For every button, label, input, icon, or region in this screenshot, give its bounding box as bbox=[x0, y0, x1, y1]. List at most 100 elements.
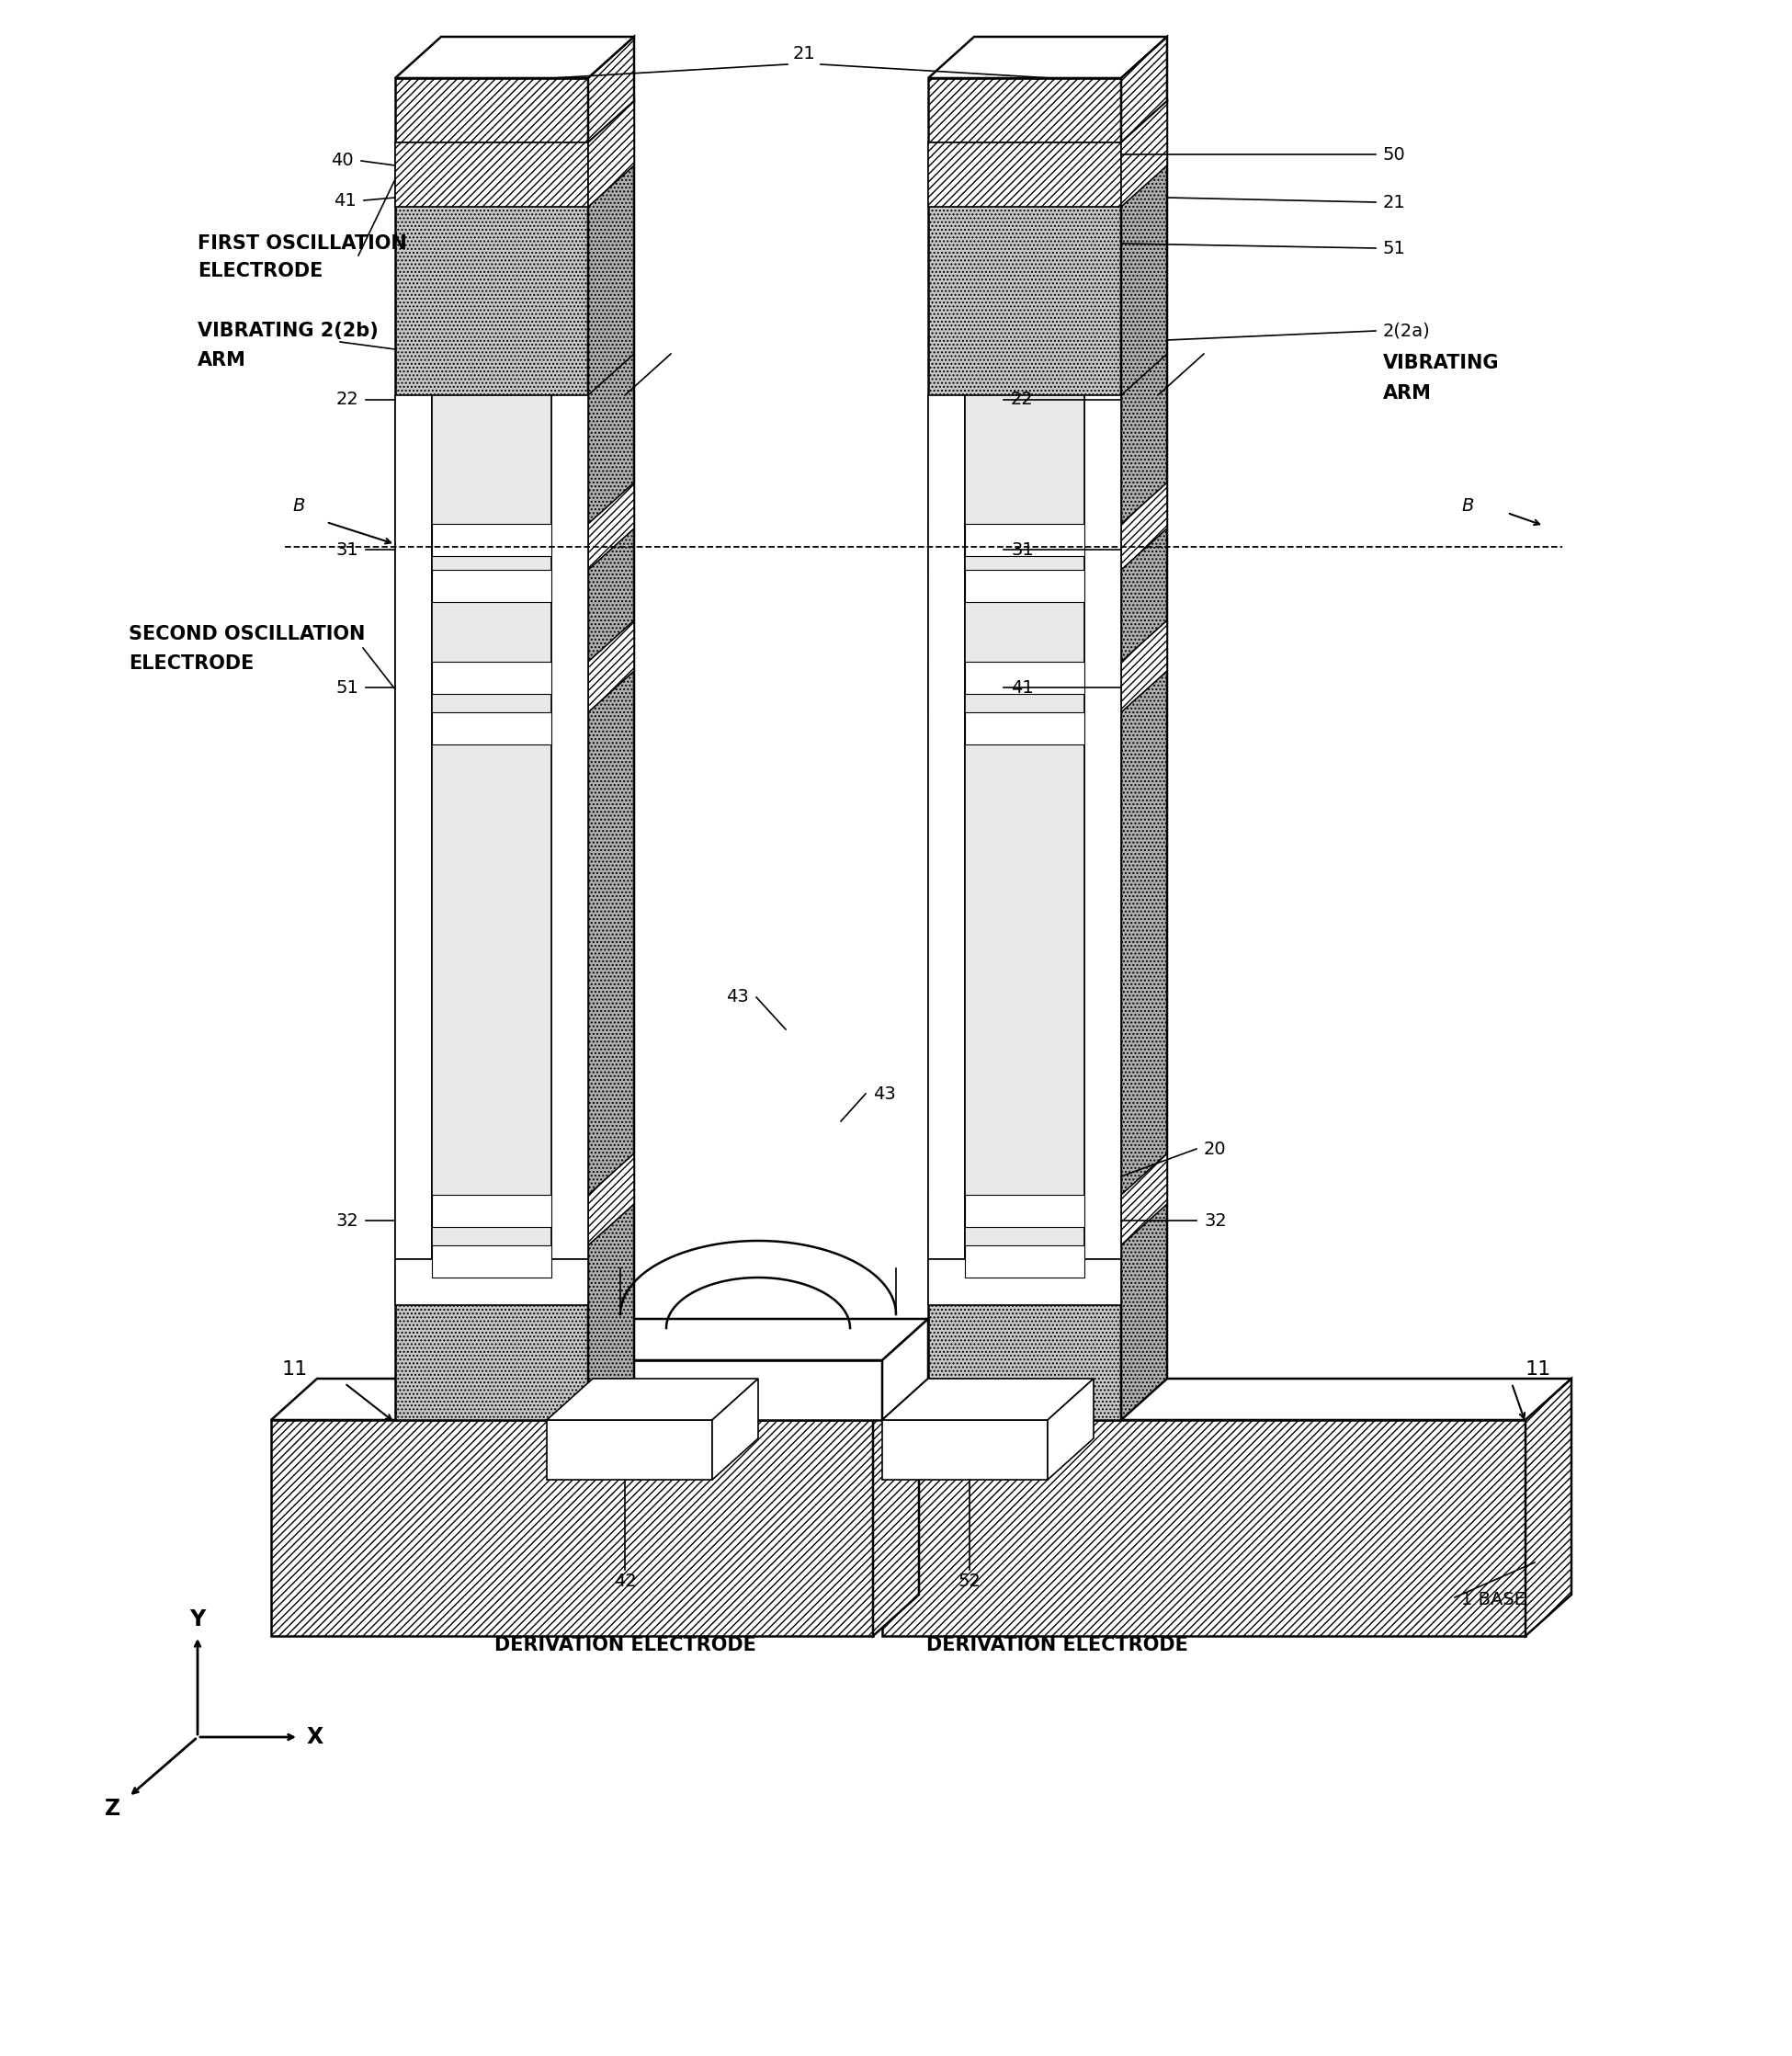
Bar bbox=[964, 524, 1084, 555]
Polygon shape bbox=[547, 1380, 758, 1421]
Polygon shape bbox=[588, 483, 634, 570]
Text: VIBRATING: VIBRATING bbox=[1383, 354, 1500, 372]
Text: ARM: ARM bbox=[197, 352, 246, 370]
Polygon shape bbox=[396, 37, 634, 78]
Text: 40: 40 bbox=[332, 152, 353, 169]
Polygon shape bbox=[928, 142, 1122, 208]
Text: 43: 43 bbox=[726, 989, 749, 1005]
Polygon shape bbox=[271, 1380, 919, 1421]
Polygon shape bbox=[588, 37, 634, 142]
Text: 41: 41 bbox=[1011, 678, 1034, 697]
Polygon shape bbox=[928, 1195, 1122, 1246]
Polygon shape bbox=[1122, 483, 1167, 570]
Polygon shape bbox=[588, 101, 634, 208]
Bar bbox=[432, 1195, 552, 1227]
Text: 21: 21 bbox=[1383, 193, 1405, 212]
Polygon shape bbox=[873, 1380, 919, 1637]
Bar bbox=[432, 570, 552, 602]
Polygon shape bbox=[396, 142, 588, 208]
Text: B: B bbox=[1460, 498, 1473, 514]
Text: 21: 21 bbox=[792, 45, 815, 62]
Text: ARM: ARM bbox=[1383, 384, 1432, 403]
Text: 32: 32 bbox=[335, 1211, 358, 1229]
Bar bbox=[552, 395, 588, 1258]
Text: 43: 43 bbox=[873, 1086, 896, 1102]
Text: FIRST OSCILLATION: FIRST OSCILLATION bbox=[197, 234, 407, 253]
Text: 51: 51 bbox=[1383, 238, 1407, 257]
Text: 31: 31 bbox=[1011, 541, 1034, 559]
Polygon shape bbox=[396, 78, 588, 142]
Polygon shape bbox=[1122, 621, 1167, 711]
Text: 11: 11 bbox=[281, 1361, 308, 1380]
Polygon shape bbox=[1122, 101, 1167, 1421]
Bar bbox=[432, 711, 552, 744]
Bar bbox=[928, 1258, 1122, 1306]
Bar bbox=[964, 1195, 1084, 1227]
Text: ELECTRODE: ELECTRODE bbox=[129, 654, 254, 672]
Text: 51: 51 bbox=[335, 678, 358, 697]
Bar bbox=[432, 395, 552, 1258]
Text: VIBRATING 2(2b): VIBRATING 2(2b) bbox=[197, 321, 378, 339]
Text: X: X bbox=[306, 1727, 324, 1748]
Text: 11: 11 bbox=[1525, 1361, 1552, 1380]
Polygon shape bbox=[882, 1380, 1572, 1421]
Polygon shape bbox=[928, 78, 1122, 142]
Polygon shape bbox=[1122, 1153, 1167, 1246]
Text: B: B bbox=[292, 498, 305, 514]
Polygon shape bbox=[547, 1361, 882, 1421]
Polygon shape bbox=[1525, 1380, 1572, 1637]
Bar bbox=[396, 1258, 588, 1306]
Polygon shape bbox=[396, 662, 588, 711]
Bar bbox=[928, 395, 964, 1258]
Bar bbox=[396, 395, 432, 1258]
Bar bbox=[964, 711, 1084, 744]
Polygon shape bbox=[396, 1195, 588, 1246]
Text: DERIVATION ELECTRODE: DERIVATION ELECTRODE bbox=[495, 1637, 756, 1655]
Polygon shape bbox=[928, 142, 1122, 1421]
Text: ELECTRODE: ELECTRODE bbox=[197, 261, 323, 280]
Polygon shape bbox=[588, 1153, 634, 1246]
Text: 41: 41 bbox=[333, 191, 357, 210]
Bar bbox=[432, 524, 552, 555]
Polygon shape bbox=[396, 524, 588, 570]
Polygon shape bbox=[396, 142, 588, 1421]
Polygon shape bbox=[547, 1318, 928, 1361]
Bar bbox=[432, 1246, 552, 1277]
Polygon shape bbox=[928, 662, 1122, 711]
Polygon shape bbox=[588, 101, 634, 1421]
Polygon shape bbox=[1122, 37, 1167, 142]
Polygon shape bbox=[882, 1421, 1048, 1480]
Bar bbox=[432, 662, 552, 695]
Text: 22: 22 bbox=[335, 391, 358, 409]
Text: 50: 50 bbox=[1383, 146, 1405, 162]
Polygon shape bbox=[396, 101, 634, 142]
Bar bbox=[964, 1246, 1084, 1277]
Text: 2(2a): 2(2a) bbox=[1383, 323, 1430, 339]
Bar bbox=[964, 395, 1084, 1258]
Text: DERIVATION ELECTRODE: DERIVATION ELECTRODE bbox=[926, 1637, 1188, 1655]
Text: 31: 31 bbox=[335, 541, 358, 559]
Polygon shape bbox=[882, 1421, 1525, 1637]
Text: 20: 20 bbox=[1204, 1141, 1226, 1158]
Text: 1 BASE: 1 BASE bbox=[1460, 1591, 1525, 1608]
Polygon shape bbox=[928, 101, 1167, 142]
Text: Y: Y bbox=[190, 1608, 206, 1630]
Polygon shape bbox=[1122, 101, 1167, 208]
Polygon shape bbox=[588, 621, 634, 711]
Polygon shape bbox=[882, 1380, 1093, 1421]
Bar bbox=[964, 570, 1084, 602]
Text: SECOND OSCILLATION: SECOND OSCILLATION bbox=[129, 625, 366, 644]
Text: 52: 52 bbox=[959, 1573, 980, 1589]
Text: 42: 42 bbox=[613, 1573, 636, 1589]
Polygon shape bbox=[928, 524, 1122, 570]
Polygon shape bbox=[711, 1380, 758, 1480]
Polygon shape bbox=[928, 37, 1167, 78]
Bar bbox=[1084, 395, 1122, 1258]
Polygon shape bbox=[271, 1421, 873, 1637]
Polygon shape bbox=[1048, 1380, 1093, 1480]
Bar bbox=[964, 662, 1084, 695]
Text: 32: 32 bbox=[1204, 1211, 1226, 1229]
Polygon shape bbox=[882, 1318, 928, 1421]
Text: 22: 22 bbox=[1011, 391, 1034, 409]
Polygon shape bbox=[547, 1421, 711, 1480]
